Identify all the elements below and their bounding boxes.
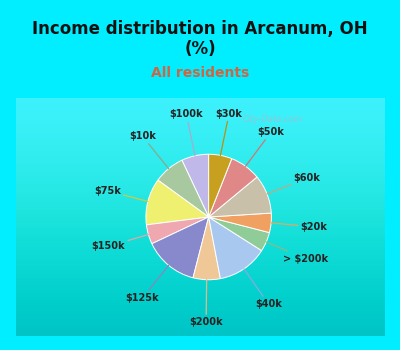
Text: $30k: $30k [216,109,242,155]
Wedge shape [158,160,209,217]
Wedge shape [146,180,209,225]
Text: $60k: $60k [267,173,320,194]
Wedge shape [146,217,209,244]
Text: $200k: $200k [189,280,223,327]
Wedge shape [182,154,209,217]
Wedge shape [152,217,209,278]
Wedge shape [209,217,270,251]
Text: All residents: All residents [151,66,249,80]
Wedge shape [209,177,271,217]
Text: City-Data.com: City-Data.com [242,115,302,124]
Text: $10k: $10k [129,131,169,169]
Text: $20k: $20k [271,222,328,232]
Wedge shape [209,217,262,279]
Text: $40k: $40k [244,269,282,309]
Text: $100k: $100k [170,110,203,156]
Wedge shape [209,154,232,217]
Text: > $200k: > $200k [266,242,328,264]
Wedge shape [209,159,257,217]
Wedge shape [193,217,220,280]
Text: $125k: $125k [126,265,169,303]
Text: Income distribution in Arcanum, OH
(%): Income distribution in Arcanum, OH (%) [32,20,368,58]
Wedge shape [209,213,272,233]
Text: $75k: $75k [94,186,148,201]
Text: $50k: $50k [246,127,284,166]
Text: $150k: $150k [92,234,148,251]
